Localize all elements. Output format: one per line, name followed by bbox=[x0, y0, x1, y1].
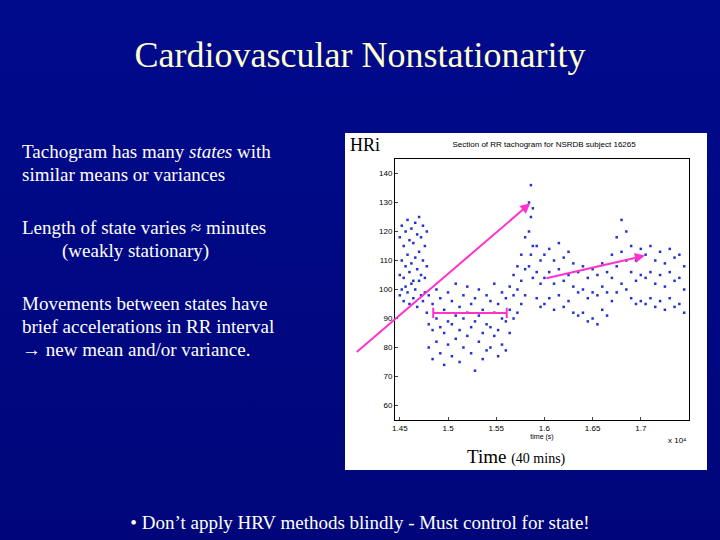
svg-text:1.45: 1.45 bbox=[392, 424, 408, 433]
html-text:(weakly stationary): (weakly stationary) bbox=[62, 240, 210, 261]
html-text:Length of state varies ≈ minut: Length of state varies ≈ minutes bbox=[22, 217, 267, 238]
html-text:• Don’t apply HRV methods blin: • Don’t apply HRV methods blindly - Must… bbox=[130, 512, 590, 533]
html-text:Cardiovascular Nonstationarity: Cardiovascular Nonstationarity bbox=[134, 35, 586, 75]
svg-text:130: 130 bbox=[379, 198, 393, 207]
svg-text:Section of RR tachogram for NS: Section of RR tachogram for NSRDB subjec… bbox=[452, 140, 636, 149]
svg-text:1.55: 1.55 bbox=[488, 424, 504, 433]
svg-text:x 10⁴: x 10⁴ bbox=[668, 436, 687, 445]
html-text:brief accelerations in RR inte: brief accelerations in RR interval bbox=[22, 316, 275, 337]
svg-text:70: 70 bbox=[383, 372, 392, 381]
svg-text:90: 90 bbox=[383, 314, 392, 323]
svg-text:1.6: 1.6 bbox=[539, 424, 551, 433]
svg-text:80: 80 bbox=[383, 343, 392, 352]
html-text:Movements between states have: Movements between states have bbox=[22, 293, 268, 314]
svg-text:1.7: 1.7 bbox=[635, 424, 647, 433]
html-text:Time(40 mins): Time(40 mins) bbox=[467, 446, 566, 467]
svg-text:60: 60 bbox=[383, 401, 392, 410]
svg-text:110: 110 bbox=[380, 256, 393, 265]
html-text:HRi: HRi bbox=[350, 135, 380, 155]
svg-text:1.65: 1.65 bbox=[585, 424, 601, 433]
svg-text:140: 140 bbox=[379, 169, 393, 178]
svg-text:time (s): time (s) bbox=[530, 433, 553, 441]
html-text:similar means or variances: similar means or variances bbox=[22, 164, 226, 185]
svg-text:120: 120 bbox=[379, 227, 393, 236]
html-text:→ new mean and/or variance.: → new mean and/or variance. bbox=[22, 339, 251, 360]
html-text:Tachogram has many states with: Tachogram has many states with bbox=[22, 141, 271, 162]
svg-text:1.5: 1.5 bbox=[442, 424, 454, 433]
svg-text:100: 100 bbox=[379, 285, 393, 294]
